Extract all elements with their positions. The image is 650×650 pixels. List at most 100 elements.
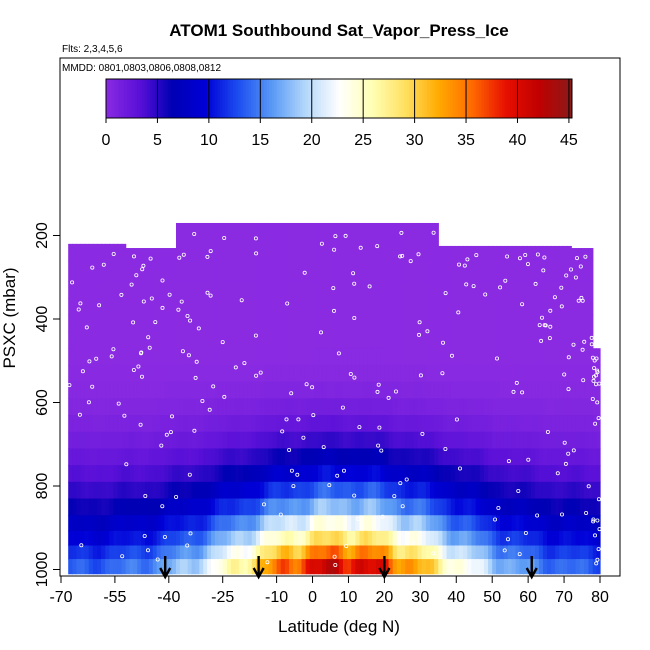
heatmap-cell: [203, 298, 208, 316]
heatmap-cell: [421, 415, 427, 433]
sample-point: [594, 561, 599, 566]
sample-point: [545, 429, 550, 434]
heatmap-cell: [523, 298, 528, 316]
heatmap-cell: [280, 481, 286, 500]
heatmap-cell: [148, 298, 154, 316]
heatmap-cell: [400, 222, 406, 262]
heatmap-cell: [496, 415, 501, 433]
heatmap-cell: [105, 498, 110, 516]
heatmap-cell: [211, 465, 216, 483]
heatmap-cell: [467, 281, 473, 299]
heatmap-cell: [430, 465, 435, 483]
heatmap-cell: [313, 465, 319, 483]
heatmap-cell: [164, 431, 169, 450]
heatmap-cell: [172, 314, 177, 333]
heatmap-cell: [72, 398, 77, 416]
heatmap-cell: [172, 431, 177, 450]
heatmap-cell: [492, 398, 497, 416]
heatmap-cell: [371, 498, 377, 516]
sample-point: [505, 254, 510, 259]
heatmap-cell: [175, 364, 181, 383]
heatmap-cell: [226, 530, 232, 547]
heatmap-cell: [251, 398, 257, 416]
heatmap-cell: [535, 331, 540, 349]
sample-point: [304, 382, 309, 387]
x-tick-label: 70: [555, 589, 573, 606]
heatmap-cell: [334, 331, 340, 349]
sample-point: [179, 299, 184, 304]
heatmap-cell: [430, 281, 435, 299]
heatmap-cell: [175, 314, 181, 333]
heatmap-cell: [547, 364, 552, 383]
heatmap-cell: [479, 481, 485, 500]
heatmap-cell: [483, 260, 489, 283]
heatmap-cell: [330, 559, 336, 575]
heatmap-cell: [255, 298, 261, 316]
heatmap-cell: [527, 348, 532, 366]
heatmap-cell: [125, 260, 131, 283]
sample-point: [548, 324, 553, 329]
heatmap-cell: [276, 545, 282, 560]
heatmap-cell: [405, 498, 410, 516]
heatmap-cell: [371, 545, 377, 560]
heatmap-cell: [359, 545, 365, 560]
heatmap-cell: [80, 331, 86, 349]
heatmap-cell: [334, 381, 340, 399]
heatmap-cell: [243, 298, 249, 316]
heatmap-cell: [322, 314, 327, 333]
heatmap-cell: [145, 248, 150, 262]
heatmap-cell: [384, 281, 390, 299]
heatmap-cell: [293, 448, 298, 466]
heatmap-cell: [313, 260, 319, 283]
heatmap-cell: [515, 348, 521, 366]
heatmap-cell: [442, 465, 448, 483]
heatmap-cell: [226, 364, 232, 383]
heatmap-cell: [338, 281, 344, 299]
heatmap-cell: [129, 260, 135, 283]
heatmap-cell: [330, 222, 336, 262]
heatmap-cell: [239, 364, 245, 383]
colorbar-segment: [520, 79, 524, 118]
heatmap-cell: [160, 248, 165, 262]
heatmap-cell: [475, 498, 481, 516]
heatmap-cell: [551, 515, 556, 532]
heatmap-cell: [542, 364, 548, 383]
heatmap-cell: [293, 545, 298, 560]
heatmap-cell: [523, 348, 528, 366]
heatmap-cell: [96, 348, 102, 366]
heatmap-cell: [442, 348, 448, 366]
heatmap-cell: [203, 530, 208, 547]
heatmap-cell: [563, 431, 568, 450]
heatmap-cell: [342, 260, 348, 283]
heatmap-cell: [137, 381, 142, 399]
heatmap-cell: [588, 465, 594, 483]
heatmap-cell: [251, 314, 257, 333]
heatmap-cell: [121, 465, 127, 483]
heatmap-cell: [211, 448, 216, 466]
heatmap-cell: [145, 364, 150, 383]
heatmap-cell: [318, 465, 323, 483]
heatmap-cell: [160, 398, 165, 416]
x-tick-label: 30: [411, 589, 429, 606]
heatmap-cell: [446, 559, 452, 575]
heatmap-cell: [222, 298, 228, 316]
heatmap-cell: [117, 498, 123, 516]
heatmap-cell: [392, 398, 398, 416]
heatmap-cell: [425, 222, 431, 262]
heatmap-cell: [297, 281, 303, 299]
heatmap-cell: [96, 415, 102, 433]
heatmap-cell: [255, 381, 261, 399]
heatmap-cell: [488, 245, 493, 262]
sample-point: [160, 305, 165, 310]
heatmap-cell: [72, 515, 77, 532]
heatmap-cell: [483, 381, 489, 399]
heatmap-cell: [101, 398, 106, 416]
heatmap-cell: [113, 481, 119, 500]
heatmap-cell: [156, 331, 162, 349]
heatmap-cell: [137, 398, 142, 416]
heatmap-cell: [417, 545, 423, 560]
heatmap-cell: [226, 431, 232, 450]
heatmap-cell: [301, 481, 307, 500]
heatmap-cell: [239, 381, 245, 399]
heatmap-cell: [179, 281, 185, 299]
